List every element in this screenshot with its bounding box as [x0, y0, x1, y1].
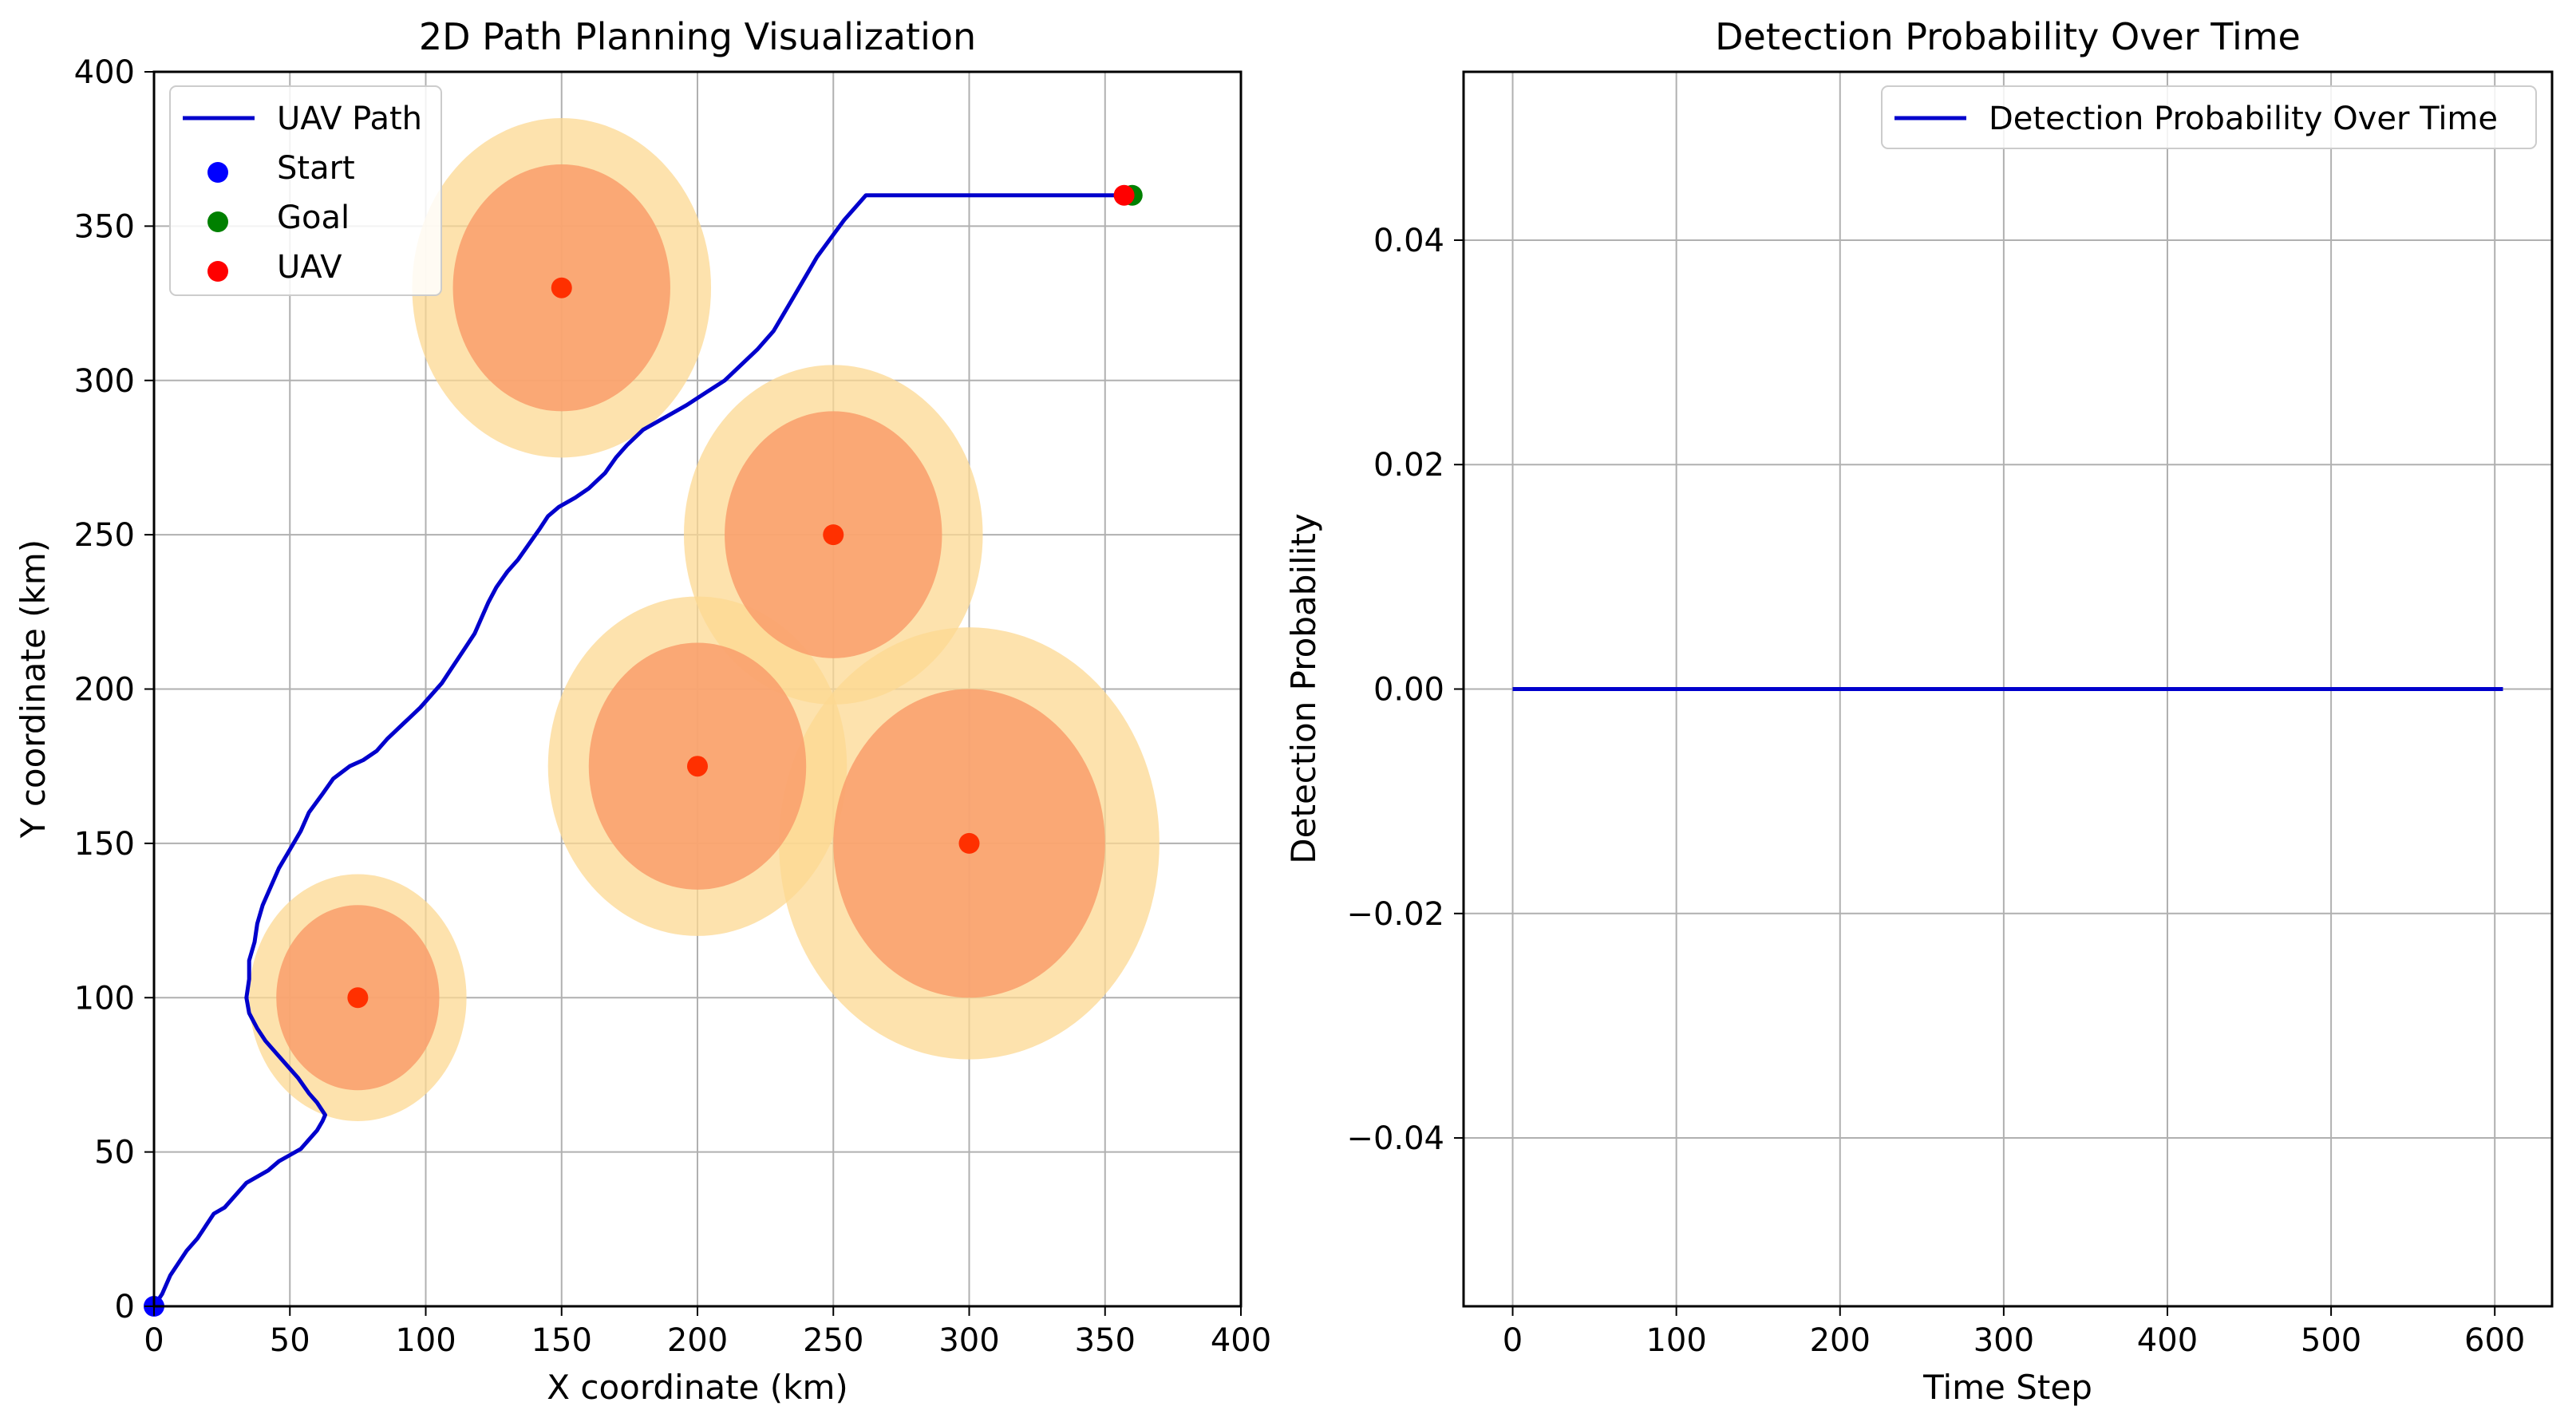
chart1-path-layer	[152, 193, 1127, 1308]
chart2-y-tick-label: −0.02	[1346, 896, 1444, 933]
threat-center-marker	[687, 756, 708, 777]
chart2-x-label: Time Step	[1922, 1368, 2092, 1407]
chart1-markers	[144, 184, 1143, 1317]
chart2-title: Detection Probability Over Time	[1715, 15, 2301, 58]
chart2-x-tick-label: 300	[1973, 1322, 2034, 1359]
chart1-y-tick-label: 350	[74, 208, 135, 245]
legend-swatch-dot	[207, 162, 228, 183]
legend-label: Start	[277, 150, 355, 187]
legend-swatch-dot	[207, 211, 228, 232]
path-planning-chart: 2D Path Planning Visualization 0 50 100 150…	[14, 15, 1271, 1407]
chart1-x-tick-label: 250	[803, 1322, 863, 1359]
threat-center-marker	[347, 987, 369, 1009]
chart2-x-ticks: 0 100 200 300 400 500 600	[1503, 1306, 2525, 1359]
legend-swatch-dot	[207, 261, 228, 282]
chart1-x-ticks: 0 50 100 150 200 250 300 350 400	[144, 1306, 1271, 1359]
chart2-legend-box	[1881, 85, 2537, 149]
threat-center-marker	[551, 277, 572, 298]
chart2-x-tick-label: 400	[2137, 1322, 2198, 1359]
chart1-y-tick-label: 400	[74, 54, 135, 91]
chart2-y-ticks: −0.04 −0.02 0.00 0.02 0.04	[1346, 223, 1464, 1157]
chart2-x-tick-label: 600	[2464, 1322, 2525, 1359]
threat-center-marker	[823, 524, 844, 546]
legend-label: Goal	[277, 199, 350, 236]
chart1-y-tick-label: 150	[74, 826, 135, 863]
chart2-x-tick-label: 500	[2301, 1322, 2361, 1359]
chart2-y-tick-label: 0.04	[1373, 223, 1444, 259]
chart1-x-tick-label: 100	[395, 1322, 456, 1359]
legend-label: Detection Probability Over Time	[1989, 101, 2498, 137]
chart2-y-tick-label: 0.00	[1373, 672, 1444, 709]
detection-probability-chart: Detection Probability Over Time 0 100 200 3…	[1284, 15, 2554, 1407]
chart2-y-tick-label: 0.02	[1373, 447, 1444, 484]
chart1-legend-box	[169, 85, 442, 296]
chart2-y-label: Detection Probability	[1284, 513, 1323, 863]
chart1-y-tick-label: 200	[74, 672, 135, 709]
uav-path-line	[152, 193, 1127, 1308]
chart1-x-tick-label: 200	[667, 1322, 728, 1359]
chart2-legend: Detection Probability Over Time	[1881, 85, 2537, 149]
chart2-x-tick-label: 0	[1503, 1322, 1523, 1359]
chart1-y-tick-label: 250	[74, 517, 135, 554]
chart1-legend: UAV Path Start Goal UAV	[169, 85, 442, 296]
chart1-y-tick-label: 0	[115, 1289, 135, 1325]
chart1-threat-zones	[249, 118, 1160, 1121]
chart1-x-tick-label: 50	[270, 1322, 310, 1359]
chart2-x-tick-label: 100	[1646, 1322, 1706, 1359]
chart1-title: 2D Path Planning Visualization	[419, 15, 976, 58]
threat-center-marker	[958, 832, 980, 854]
chart1-x-tick-label: 350	[1075, 1322, 1136, 1359]
chart1-x-tick-label: 150	[531, 1322, 592, 1359]
chart1-x-tick-label: 0	[144, 1322, 164, 1359]
uav-marker	[1113, 184, 1135, 206]
chart1-x-tick-label: 400	[1211, 1322, 1271, 1359]
legend-label: UAV	[277, 249, 342, 286]
chart2-y-tick-label: −0.04	[1346, 1120, 1444, 1157]
chart1-y-tick-label: 100	[74, 980, 135, 1017]
chart1-y-ticks: 0 50 100 150 200 250 300 350 400	[74, 54, 154, 1325]
chart1-y-tick-label: 300	[74, 363, 135, 400]
chart2-x-tick-label: 200	[1810, 1322, 1871, 1359]
chart1-y-tick-label: 50	[94, 1135, 135, 1171]
chart1-x-tick-label: 300	[938, 1322, 999, 1359]
legend-label: UAV Path	[277, 101, 422, 137]
chart1-x-label: X coordinate (km)	[547, 1368, 848, 1407]
chart1-y-label: Y coordinate (km)	[14, 539, 53, 839]
